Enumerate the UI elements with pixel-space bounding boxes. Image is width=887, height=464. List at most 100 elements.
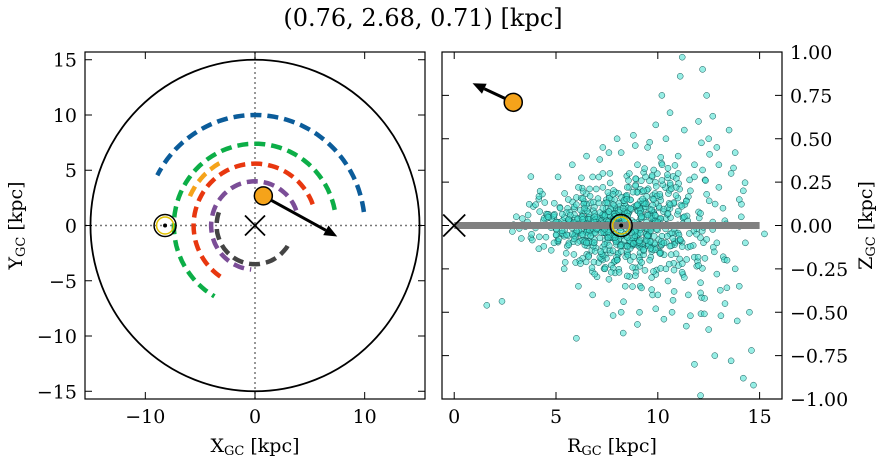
y-tick-label: 0 — [65, 216, 77, 238]
star-point — [675, 207, 682, 215]
star-point — [552, 231, 560, 239]
star-point — [687, 243, 694, 250]
star-point — [605, 149, 613, 156]
star-point — [561, 259, 569, 266]
velocity-arrow-shaft — [262, 194, 327, 232]
star-point — [636, 309, 643, 316]
star-point — [681, 274, 688, 281]
x-tick-label: 0 — [249, 406, 261, 428]
star-point — [666, 109, 674, 116]
star-point — [647, 245, 654, 252]
star-point — [667, 251, 675, 258]
star-point — [662, 265, 670, 273]
star-point — [761, 230, 768, 238]
star-point — [644, 211, 652, 219]
star-point — [664, 277, 672, 285]
y-tick-label: 5 — [65, 160, 77, 182]
star-point — [697, 279, 704, 287]
x-axis-label-right: RGC [kpc] — [567, 435, 657, 459]
star-point — [678, 260, 686, 267]
star-point — [648, 206, 655, 214]
star-point — [540, 243, 548, 250]
star-point — [586, 192, 594, 200]
y-tick-label: −0.25 — [790, 259, 848, 281]
star-point — [658, 92, 666, 99]
star-point — [715, 184, 723, 191]
velocity-arrow-head — [323, 225, 338, 237]
star-point — [561, 190, 568, 197]
star-point — [740, 374, 747, 382]
star-point — [638, 259, 645, 266]
star-point — [669, 235, 677, 242]
star-point — [723, 284, 731, 292]
star-point — [727, 170, 735, 177]
star-point — [657, 153, 664, 161]
star-point — [595, 199, 603, 207]
star-point — [687, 312, 694, 319]
star-point — [711, 248, 718, 256]
star-point — [683, 197, 690, 205]
star-point — [577, 260, 584, 267]
right-panel-rz-map: 0 5 10 15 1.00 0.75 0.50 0.25 0.00 −0.25 −0.50 −0.7… — [441, 42, 879, 459]
star-point — [746, 309, 753, 316]
star-point — [706, 151, 713, 158]
y-tick-label: −15 — [37, 381, 77, 403]
star-point — [620, 298, 627, 305]
star-point — [519, 215, 526, 222]
star-point — [554, 173, 562, 181]
star-point — [588, 264, 596, 271]
y-axis-label-right-sub: GC — [864, 236, 879, 256]
galactic-center-cross-b — [244, 214, 266, 237]
star-point — [596, 234, 604, 242]
star-point — [731, 149, 739, 156]
star-point — [609, 247, 617, 255]
y-tick-label: −10 — [37, 326, 77, 348]
star-point — [695, 262, 702, 269]
x-axis-label-sub: GC — [224, 444, 244, 459]
star-point — [615, 269, 623, 276]
star-point — [691, 173, 698, 181]
star-point — [547, 247, 555, 254]
star-point — [596, 156, 603, 163]
star-point — [650, 233, 658, 240]
star-point — [639, 195, 646, 203]
star-point — [591, 270, 598, 278]
star-point — [713, 239, 721, 247]
star-point — [638, 177, 645, 185]
x-tick-label: 10 — [646, 406, 670, 428]
star-point — [579, 216, 586, 223]
star-point — [527, 173, 535, 180]
star-point — [583, 239, 590, 247]
star-point — [579, 231, 587, 238]
star-point — [670, 266, 678, 274]
star-point — [536, 187, 544, 195]
star-point — [498, 298, 506, 305]
star-point — [638, 213, 645, 221]
star-point — [669, 297, 677, 304]
y-tick-label: 1.00 — [790, 42, 832, 64]
star-point — [605, 208, 613, 215]
star-point — [630, 132, 637, 139]
star-point — [676, 73, 684, 80]
star-point — [701, 295, 708, 302]
star-point — [668, 309, 676, 316]
star-point — [740, 187, 747, 195]
star-point — [575, 282, 582, 290]
star-point — [664, 171, 671, 178]
star-point — [629, 188, 637, 196]
spiral-arm-arc — [171, 141, 337, 299]
star-point — [575, 184, 582, 191]
star-point — [735, 282, 743, 290]
y-tick-label: −0.50 — [790, 302, 848, 324]
star-point — [719, 204, 727, 212]
y-tick-label: 0.00 — [790, 216, 832, 238]
figure-title: (0.76, 2.68, 0.71) [kpc] — [283, 4, 562, 32]
sun-center-dot — [619, 223, 624, 228]
star-point — [630, 240, 637, 247]
sun-inner-ring — [155, 216, 175, 235]
star-point — [683, 322, 690, 330]
x-axis-label: XGC [kpc] — [210, 435, 299, 459]
star-point — [681, 126, 688, 134]
star-point — [532, 201, 539, 208]
